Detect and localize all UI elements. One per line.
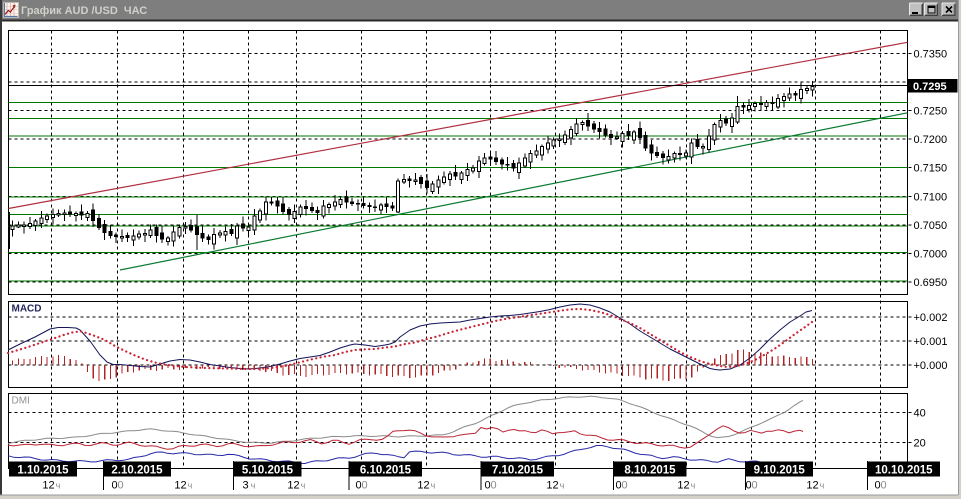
svg-text:+0.002: +0.002 <box>914 312 948 324</box>
svg-text:0: 0 <box>484 480 490 492</box>
svg-text:0.7200: 0.7200 <box>914 134 948 146</box>
svg-text:ч: ч <box>820 481 825 491</box>
svg-text:0: 0 <box>117 480 123 492</box>
svg-text:График AUD /USD ЧАС: График AUD /USD ЧАС <box>21 5 147 17</box>
svg-text:7.10.2015: 7.10.2015 <box>492 465 544 477</box>
svg-text:DMI: DMI <box>12 396 30 407</box>
svg-text:10.10.2015: 10.10.2015 <box>875 465 933 477</box>
svg-text:ч: ч <box>56 481 61 491</box>
svg-text:0: 0 <box>490 480 496 492</box>
svg-text:12: 12 <box>546 480 558 492</box>
svg-text:0: 0 <box>751 480 757 492</box>
svg-text:40: 40 <box>914 408 926 420</box>
svg-text:0.7150: 0.7150 <box>914 163 948 175</box>
svg-text:6.10.2015: 6.10.2015 <box>360 465 412 477</box>
svg-text:12: 12 <box>42 480 54 492</box>
svg-text:0: 0 <box>621 480 627 492</box>
svg-text:12: 12 <box>287 480 299 492</box>
svg-text:9.10.2015: 9.10.2015 <box>754 465 806 477</box>
svg-text:12: 12 <box>174 480 186 492</box>
svg-text:MACD: MACD <box>12 304 42 315</box>
svg-text:12: 12 <box>677 480 689 492</box>
svg-text:3: 3 <box>242 480 248 492</box>
svg-text:+0.000: +0.000 <box>914 360 948 372</box>
svg-text:0: 0 <box>745 480 751 492</box>
svg-text:0: 0 <box>880 480 886 492</box>
svg-text:0: 0 <box>111 480 117 492</box>
svg-text:1.10.2015: 1.10.2015 <box>17 465 69 477</box>
svg-text:ч: ч <box>431 481 436 491</box>
svg-text:ч: ч <box>691 481 696 491</box>
svg-text:ч: ч <box>301 481 306 491</box>
svg-text:0.7250: 0.7250 <box>914 106 948 118</box>
svg-text:2.10.2015: 2.10.2015 <box>111 465 163 477</box>
svg-text:ч: ч <box>251 481 256 491</box>
svg-text:8.10.2015: 8.10.2015 <box>624 465 676 477</box>
svg-text:0.7050: 0.7050 <box>914 220 948 232</box>
svg-text:0: 0 <box>361 480 367 492</box>
svg-text:5.10.2015: 5.10.2015 <box>242 465 294 477</box>
svg-text:12: 12 <box>417 480 429 492</box>
svg-text:0.6950: 0.6950 <box>914 277 948 289</box>
svg-text:ч: ч <box>188 481 193 491</box>
svg-text:0.7350: 0.7350 <box>914 49 948 61</box>
svg-text:0.7000: 0.7000 <box>914 249 948 261</box>
svg-text:0.7295: 0.7295 <box>913 81 947 93</box>
svg-text:+0.001: +0.001 <box>914 336 948 348</box>
svg-text:0: 0 <box>874 480 880 492</box>
svg-text:0: 0 <box>615 480 621 492</box>
svg-text:ч: ч <box>560 481 565 491</box>
svg-text:0: 0 <box>355 480 361 492</box>
svg-text:12: 12 <box>806 480 818 492</box>
svg-text:20: 20 <box>914 438 926 450</box>
svg-text:0.7100: 0.7100 <box>914 192 948 204</box>
